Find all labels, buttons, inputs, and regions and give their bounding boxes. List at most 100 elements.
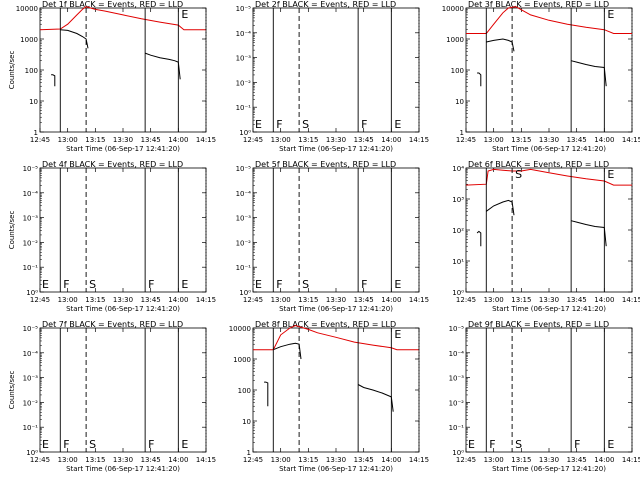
panel-title: Det 4f BLACK = Events, RED = LLD bbox=[42, 160, 183, 169]
x-tick-label: 14:00 bbox=[594, 136, 614, 144]
y-tick-label: 10⁻⁴ bbox=[236, 30, 252, 38]
series-lld-line bbox=[39, 6, 206, 31]
x-tick-label: 14:15 bbox=[196, 296, 216, 304]
series-events-line bbox=[264, 381, 269, 407]
y-tick-label: 10⁰ bbox=[26, 289, 38, 297]
y-tick-label: 100 bbox=[25, 67, 38, 75]
panel-title: Det 8f BLACK = Events, RED = LLD bbox=[255, 320, 396, 329]
y-tick-label: 10⁻⁵ bbox=[236, 165, 252, 173]
x-tick-label: 14:15 bbox=[622, 136, 640, 144]
x-axis-label: Start Time (06-Sep-17 12:41:20) bbox=[492, 305, 606, 313]
x-tick-label: 13:00 bbox=[271, 456, 291, 464]
y-tick-label: 10⁻² bbox=[236, 79, 252, 87]
x-tick-label: 13:45 bbox=[354, 456, 374, 464]
marker-label: F bbox=[148, 438, 154, 451]
x-tick-label: 14:15 bbox=[196, 456, 216, 464]
marker-label: E bbox=[607, 8, 614, 21]
series-events-line bbox=[60, 29, 89, 49]
y-tick-label: 10⁻² bbox=[449, 399, 465, 407]
marker-label: S bbox=[515, 438, 522, 451]
y-tick-label: 10⁻³ bbox=[236, 215, 252, 223]
x-tick-label: 14:15 bbox=[409, 136, 429, 144]
marker-label: E bbox=[468, 438, 475, 451]
y-tick-label: 1000 bbox=[446, 36, 464, 44]
panel-det-4: Det 4f BLACK = Events, RED = LLD 10⁰ 10⁻¹ 1… bbox=[8, 160, 216, 313]
x-tick-label: 13:15 bbox=[85, 136, 105, 144]
y-tick-label: 10⁻⁵ bbox=[23, 325, 39, 333]
x-tick-label: 14:15 bbox=[622, 296, 640, 304]
y-axis-label: Counts/sec bbox=[8, 51, 16, 90]
x-axis-label: Start Time (06-Sep-17 12:41:20) bbox=[279, 465, 393, 473]
y-tick-label: 10⁻⁵ bbox=[449, 325, 465, 333]
y-axis-label: Counts/sec bbox=[8, 371, 16, 410]
x-tick-label: 13:00 bbox=[271, 136, 291, 144]
series-events-line bbox=[570, 60, 607, 87]
marker-label: F bbox=[276, 118, 282, 131]
x-tick-label: 13:30 bbox=[113, 136, 133, 144]
x-tick-label: 13:00 bbox=[58, 296, 78, 304]
marker-label: S bbox=[89, 278, 96, 291]
x-tick-label: 13:30 bbox=[539, 136, 559, 144]
marker-label: F bbox=[63, 278, 69, 291]
x-tick-label: 13:45 bbox=[567, 136, 587, 144]
x-tick-label: 13:00 bbox=[58, 136, 78, 144]
series-events-line bbox=[570, 220, 607, 247]
y-tick-label: 10⁴ bbox=[452, 165, 464, 173]
series-events-line bbox=[357, 384, 394, 412]
x-tick-label: 13:30 bbox=[326, 136, 346, 144]
y-tick-label: 10⁻⁵ bbox=[23, 165, 39, 173]
x-tick-label: 14:00 bbox=[381, 296, 401, 304]
x-tick-label: 13:00 bbox=[484, 136, 504, 144]
plot-frame bbox=[252, 7, 420, 133]
marker-label: E bbox=[607, 438, 614, 451]
x-tick-label: 13:15 bbox=[85, 456, 105, 464]
panel-title: Det 3f BLACK = Events, RED = LLD bbox=[468, 0, 609, 9]
marker-label: E bbox=[607, 168, 614, 181]
marker-label: E bbox=[394, 118, 401, 131]
panel-title: Det 1f BLACK = Events, RED = LLD bbox=[42, 0, 183, 9]
x-tick-label: 14:00 bbox=[381, 456, 401, 464]
x-tick-label: 13:45 bbox=[354, 296, 374, 304]
y-tick-label: 10⁰ bbox=[452, 449, 464, 457]
y-tick-label: 10⁻⁴ bbox=[236, 190, 252, 198]
y-tick-label: 10⁰ bbox=[239, 129, 251, 137]
y-tick-label: 1 bbox=[34, 129, 38, 137]
x-axis-label: Start Time (06-Sep-17 12:41:20) bbox=[66, 305, 180, 313]
plot-frame bbox=[465, 7, 633, 133]
x-tick-label: 13:30 bbox=[539, 296, 559, 304]
x-tick-label: 14:00 bbox=[381, 136, 401, 144]
x-tick-label: 13:15 bbox=[511, 456, 531, 464]
marker-label: E bbox=[255, 278, 262, 291]
x-tick-label: 12:45 bbox=[456, 456, 476, 464]
x-tick-label: 12:45 bbox=[243, 456, 263, 464]
plot-frame bbox=[465, 327, 633, 453]
x-tick-label: 13:15 bbox=[511, 296, 531, 304]
marker-label: F bbox=[148, 278, 154, 291]
y-tick-label: 10 bbox=[242, 418, 251, 426]
x-tick-label: 13:00 bbox=[484, 456, 504, 464]
x-tick-label: 13:45 bbox=[567, 296, 587, 304]
x-tick-label: 14:00 bbox=[168, 136, 188, 144]
y-tick-label: 10⁰ bbox=[239, 289, 251, 297]
x-tick-label: 14:15 bbox=[196, 136, 216, 144]
x-tick-label: 13:45 bbox=[141, 456, 161, 464]
x-tick-label: 14:00 bbox=[594, 296, 614, 304]
x-tick-label: 13:45 bbox=[354, 136, 374, 144]
x-tick-label: 12:45 bbox=[243, 136, 263, 144]
x-axis-label: Start Time (06-Sep-17 12:41:20) bbox=[66, 465, 180, 473]
y-tick-label: 10000 bbox=[229, 325, 251, 333]
series-events-line bbox=[476, 230, 482, 247]
panel-title: Det 7f BLACK = Events, RED = LLD bbox=[42, 320, 183, 329]
x-tick-label: 14:00 bbox=[168, 296, 188, 304]
y-tick-label: 10⁻² bbox=[23, 399, 39, 407]
series-events-line bbox=[486, 199, 515, 216]
y-tick-label: 10 bbox=[455, 98, 464, 106]
plot-frame bbox=[252, 327, 420, 453]
marker-label: E bbox=[181, 438, 188, 451]
y-tick-label: 10000 bbox=[16, 5, 38, 13]
y-tick-label: 10⁰ bbox=[26, 449, 38, 457]
marker-label: F bbox=[63, 438, 69, 451]
x-tick-label: 13:15 bbox=[511, 136, 531, 144]
plot-frame bbox=[39, 167, 207, 293]
marker-label: S bbox=[302, 278, 309, 291]
